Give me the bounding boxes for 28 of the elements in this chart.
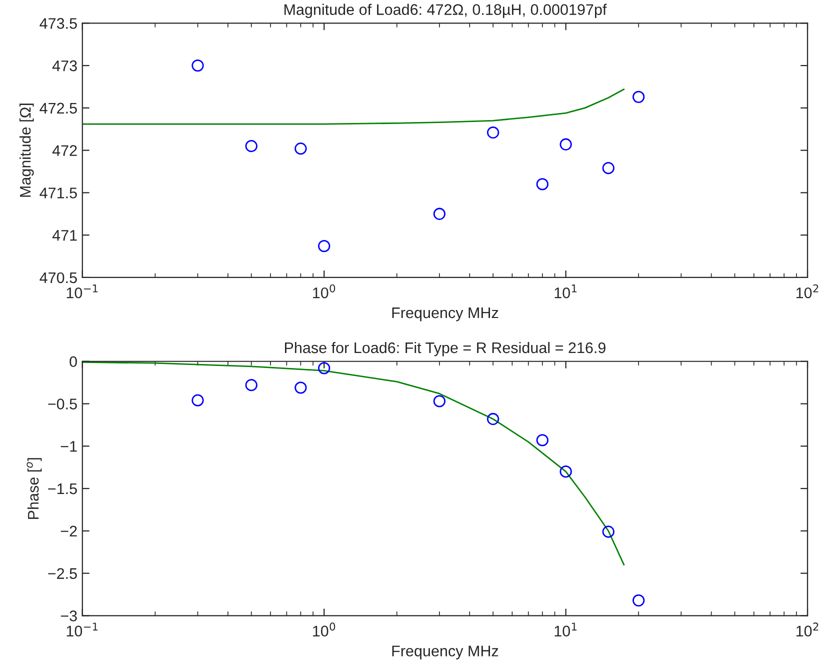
y-tick-label: 472.5 (40, 102, 77, 114)
chart-title: Phase for Load6: Fit Type = R Residual = 216.9 (284, 342, 606, 356)
y-tick-label: −1.5 (48, 484, 77, 494)
y-tick-label: 470.5 (40, 272, 77, 284)
x-axis-title: Frequency MHz (392, 646, 498, 660)
y-tick-label: 472 (52, 145, 77, 156)
chart-title: Magnitude of Load6: 472Ω, 0.18µH, 0.000197pf (284, 4, 607, 18)
x-tick-label: 10$^{1}$ (554, 622, 577, 636)
x-tick-label: 10$^{−1}$ (66, 284, 98, 298)
y-tick-label: 473 (52, 60, 77, 72)
x-axis-title: Frequency MHz (392, 308, 498, 322)
x-tick-label: 10$^{0}$ (313, 622, 336, 636)
x-tick-label: 10$^{2}$ (796, 284, 818, 298)
y-axis-title: Magnitude [Ω] (20, 104, 34, 197)
y-tick-label: −0.5 (48, 398, 77, 410)
y-axis-title: Phase [$^{o}$] (26, 458, 42, 519)
y-tick-label: 473.5 (40, 18, 77, 29)
x-tick-label: 10$^{2}$ (796, 622, 818, 636)
y-tick-label: −1 (60, 441, 77, 452)
y-tick-label: 471.5 (40, 188, 77, 198)
y-tick-label: 0 (70, 356, 77, 368)
x-tick-label: 10$^{−1}$ (66, 622, 98, 636)
y-tick-label: −3 (60, 610, 77, 622)
x-tick-label: 10$^{0}$ (313, 284, 336, 298)
y-tick-label: −2 (60, 526, 77, 536)
y-tick-label: 471 (52, 230, 77, 241)
y-tick-label: −2.5 (48, 568, 77, 579)
x-tick-label: 10$^{1}$ (554, 284, 577, 298)
